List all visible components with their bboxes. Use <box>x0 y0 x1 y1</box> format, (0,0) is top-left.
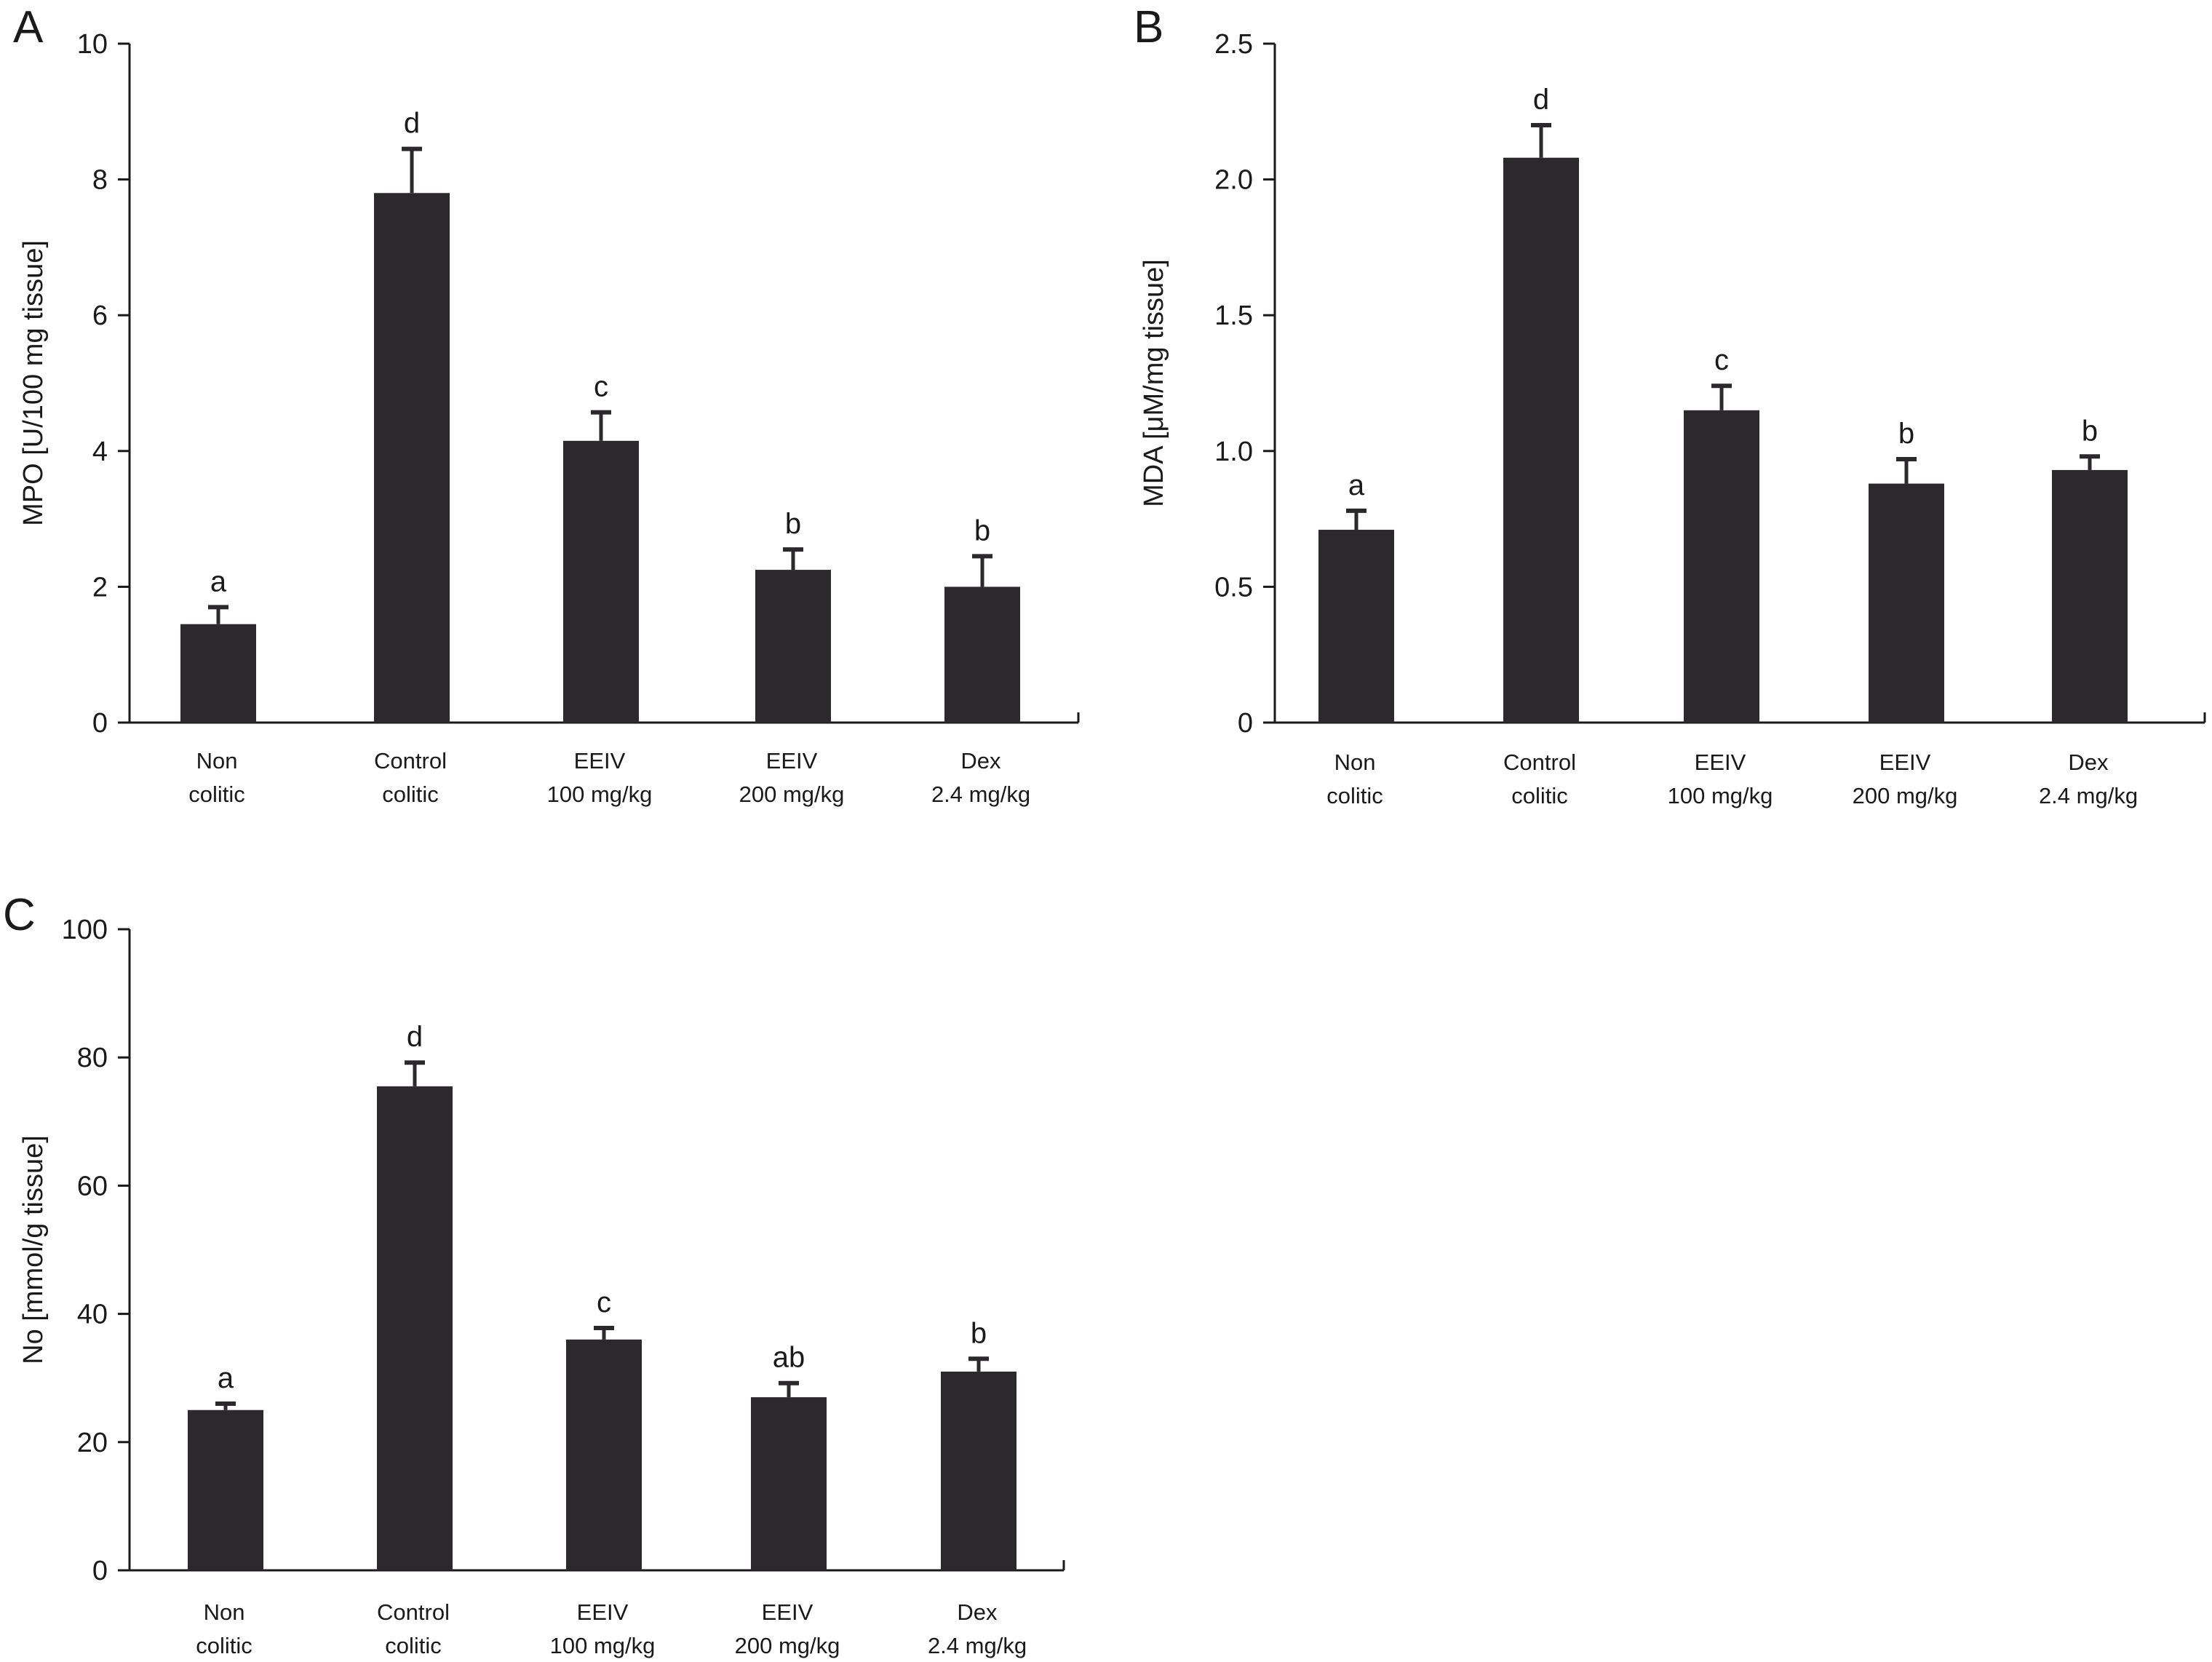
category-label-line1: EEIV <box>766 748 818 774</box>
y-tick-label: 0 <box>92 708 108 739</box>
y-tick-label: 20 <box>77 1428 108 1458</box>
y-tick-label: 1.5 <box>1214 301 1253 331</box>
bar <box>1869 483 1944 723</box>
panel-letter: B <box>1134 2 1163 52</box>
category-label-line2: 200 mg/kg <box>735 1633 840 1658</box>
category-label-line1: Non <box>204 1599 245 1625</box>
significance-label: b <box>1898 418 1914 450</box>
significance-label: d <box>1533 84 1549 116</box>
bar <box>2052 469 2128 723</box>
y-tick-label: 2.5 <box>1214 29 1253 60</box>
significance-label: c <box>597 1287 611 1319</box>
significance-label: c <box>594 371 608 403</box>
y-tick-label: 80 <box>77 1043 108 1073</box>
y-tick-label: 6 <box>92 301 108 331</box>
y-tick-label: 4 <box>92 437 108 467</box>
category-label-line1: Dex <box>957 1599 998 1625</box>
category-label-line1: EEIV <box>1879 750 1931 775</box>
bar <box>941 1371 1017 1570</box>
category-label-line1: EEIV <box>1695 750 1746 775</box>
category-label-line1: Non <box>196 748 238 774</box>
category-label-line2: 100 mg/kg <box>550 1633 656 1658</box>
bar <box>180 624 256 723</box>
category-label-line2: 2.4 mg/kg <box>931 782 1030 807</box>
significance-label: c <box>1714 344 1729 376</box>
category-label-line2: colitic <box>196 1633 252 1658</box>
category-label-line1: Non <box>1334 750 1376 775</box>
bar <box>1684 410 1759 723</box>
bar <box>1318 530 1394 723</box>
bar <box>566 1339 642 1570</box>
category-label-line1: Dex <box>960 748 1001 774</box>
category-label-line1: EEIV <box>577 1599 629 1625</box>
category-label-line2: 100 mg/kg <box>547 782 653 807</box>
bar <box>188 1409 263 1570</box>
panel-letter: C <box>3 890 36 940</box>
y-tick-label: 0.5 <box>1214 572 1253 603</box>
chart-panel-b: B 0 0.5 1.0 1.5 2.0 2.5 MDA [μM/mg tissue] a Non c… <box>1134 2 2206 808</box>
category-label-line1: Control <box>1503 750 1576 775</box>
chart-panel-c: C 0 20 40 60 80 100 No [mmol/g tissue] a Non colit… <box>3 890 1065 1658</box>
y-tick-label: 60 <box>77 1171 108 1201</box>
bar <box>563 440 639 723</box>
category-label-line2: 200 mg/kg <box>739 782 845 807</box>
bar <box>944 587 1020 723</box>
category-label-line1: EEIV <box>574 748 626 774</box>
significance-label: a <box>210 565 227 597</box>
significance-label: b <box>785 508 801 540</box>
category-label-line1: EEIV <box>762 1599 813 1625</box>
y-axis-label: No [mmol/g tissue] <box>18 1135 49 1364</box>
significance-label: b <box>974 514 990 546</box>
category-label-line2: 200 mg/kg <box>1853 783 1958 808</box>
bar <box>374 193 450 723</box>
category-label-line2: colitic <box>1511 783 1568 808</box>
y-tick-label: 10 <box>77 29 108 60</box>
y-tick-label: 100 <box>62 915 108 945</box>
category-label-line2: colitic <box>1326 783 1383 808</box>
category-label-line2: 2.4 mg/kg <box>2039 783 2138 808</box>
significance-label: d <box>407 1021 423 1053</box>
y-tick-label: 0 <box>92 1556 108 1586</box>
category-label-line1: Control <box>374 748 447 774</box>
y-tick-label: 2 <box>92 572 108 603</box>
category-label-line2: colitic <box>188 782 245 807</box>
significance-label: b <box>2082 415 2098 447</box>
y-axis-label: MDA [μM/mg tissue] <box>1139 259 1169 507</box>
category-label-line2: 2.4 mg/kg <box>928 1633 1027 1658</box>
bar <box>751 1397 827 1570</box>
bar <box>755 570 831 723</box>
category-label-line1: Dex <box>2068 750 2109 775</box>
significance-label: a <box>1348 469 1365 501</box>
y-tick-label: 40 <box>77 1300 108 1330</box>
y-axis-label: MPO [U/100 mg tissue] <box>18 240 49 526</box>
panel-letter: A <box>13 2 44 52</box>
category-label-line1: Control <box>377 1599 450 1625</box>
y-tick-label: 1.0 <box>1214 437 1253 467</box>
significance-label: ab <box>773 1342 805 1374</box>
category-label-line2: 100 mg/kg <box>1668 783 1773 808</box>
significance-label: d <box>404 108 420 140</box>
category-label-line2: colitic <box>385 1633 442 1658</box>
significance-label: a <box>218 1362 234 1394</box>
category-label-line2: colitic <box>382 782 439 807</box>
y-tick-label: 2.0 <box>1214 165 1253 196</box>
bar <box>377 1086 453 1570</box>
bar <box>1503 157 1579 723</box>
significance-label: b <box>971 1317 987 1349</box>
chart-panel-a: A 0 2 4 6 8 10 MPO [U/100 mg tissue] a Non colitic… <box>13 2 1080 807</box>
y-tick-label: 0 <box>1238 708 1253 739</box>
y-tick-label: 8 <box>92 165 108 196</box>
